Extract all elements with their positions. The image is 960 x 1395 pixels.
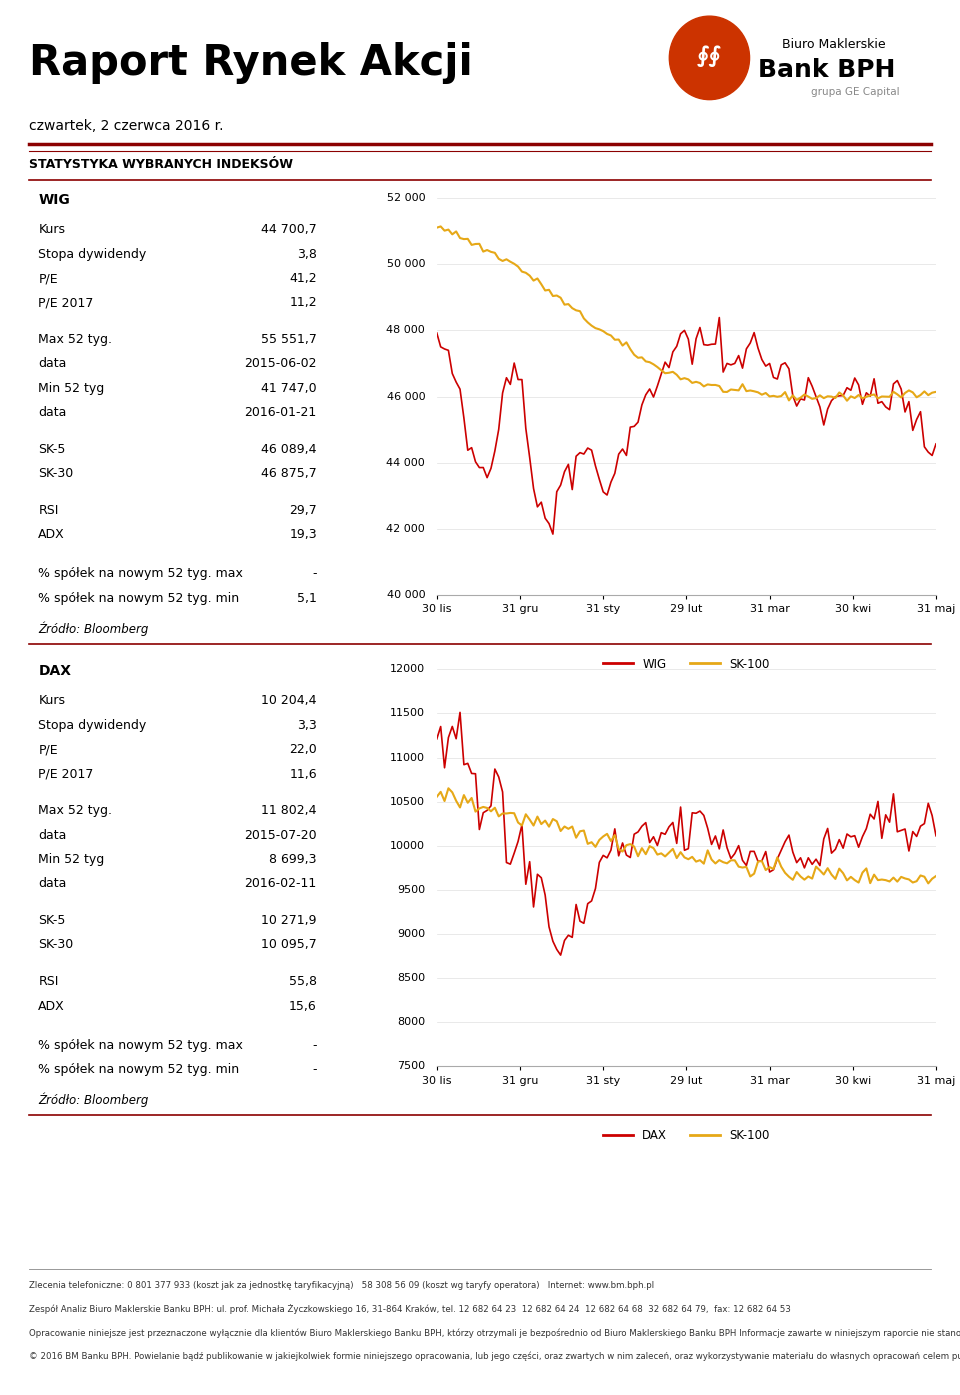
- Text: Źródło: Bloomberg: Źródło: Bloomberg: [38, 1092, 149, 1108]
- Text: Max 52 tyg.: Max 52 tyg.: [38, 333, 112, 346]
- Text: P/E 2017: P/E 2017: [38, 296, 94, 310]
- Text: data: data: [38, 877, 67, 890]
- Text: 52 000: 52 000: [387, 193, 425, 204]
- Text: 11 802,4: 11 802,4: [261, 804, 317, 817]
- Text: 2015-07-20: 2015-07-20: [244, 829, 317, 841]
- Text: 5,1: 5,1: [297, 591, 317, 605]
- Text: 8500: 8500: [397, 974, 425, 983]
- Text: Min 52 tyg: Min 52 tyg: [38, 382, 105, 395]
- Text: Kurs: Kurs: [38, 223, 65, 236]
- Text: 46 000: 46 000: [387, 392, 425, 402]
- Text: DAX: DAX: [38, 664, 71, 678]
- Text: 11000: 11000: [390, 752, 425, 763]
- Text: 46 089,4: 46 089,4: [261, 442, 317, 456]
- Legend: DAX, SK-100: DAX, SK-100: [598, 1124, 775, 1147]
- Text: 44 000: 44 000: [387, 458, 425, 467]
- Text: 55,8: 55,8: [289, 975, 317, 988]
- Text: 11,6: 11,6: [289, 767, 317, 781]
- Text: 55 551,7: 55 551,7: [261, 333, 317, 346]
- Text: 11,2: 11,2: [289, 296, 317, 310]
- Text: 41 747,0: 41 747,0: [261, 382, 317, 395]
- Text: 11500: 11500: [390, 709, 425, 718]
- Text: 7500: 7500: [397, 1062, 425, 1071]
- Text: ADX: ADX: [38, 999, 65, 1013]
- Text: -: -: [312, 1038, 317, 1052]
- Text: 9000: 9000: [397, 929, 425, 939]
- Text: SK-30: SK-30: [38, 467, 74, 480]
- Text: Zespół Analiz Biuro Maklerskie Banku BPH: ul. prof. Michała Życzkowskiego 16, 31: Zespół Analiz Biuro Maklerskie Banku BPH…: [29, 1304, 791, 1314]
- Text: 10 095,7: 10 095,7: [261, 939, 317, 951]
- Text: 10 204,4: 10 204,4: [261, 695, 317, 707]
- Text: RSI: RSI: [38, 504, 59, 518]
- Text: Zlecenia telefoniczne: 0 801 377 933 (koszt jak za jednostkę taryfikacyjną)   58: Zlecenia telefoniczne: 0 801 377 933 (ko…: [29, 1281, 654, 1289]
- Text: 29,7: 29,7: [289, 504, 317, 518]
- Text: Stopa dywidendy: Stopa dywidendy: [38, 718, 147, 732]
- Text: 3,3: 3,3: [297, 718, 317, 732]
- Text: 10 271,9: 10 271,9: [261, 914, 317, 928]
- Text: % spółek na nowym 52 tyg. max: % spółek na nowym 52 tyg. max: [38, 568, 243, 580]
- Text: P/E: P/E: [38, 272, 58, 285]
- Text: 46 875,7: 46 875,7: [261, 467, 317, 480]
- Text: 10000: 10000: [390, 841, 425, 851]
- Text: WIG: WIG: [38, 193, 70, 206]
- Text: Kurs: Kurs: [38, 695, 65, 707]
- Text: grupa GE Capital: grupa GE Capital: [811, 86, 900, 98]
- Text: 44 700,7: 44 700,7: [261, 223, 317, 236]
- Text: P/E: P/E: [38, 744, 58, 756]
- Text: Stopa dywidendy: Stopa dywidendy: [38, 248, 147, 261]
- Text: SK-5: SK-5: [38, 442, 66, 456]
- Text: data: data: [38, 406, 67, 420]
- Text: 8000: 8000: [397, 1017, 425, 1027]
- Text: 12000: 12000: [390, 664, 425, 674]
- Text: -: -: [312, 568, 317, 580]
- Text: 8 699,3: 8 699,3: [270, 852, 317, 866]
- Text: Bank BPH: Bank BPH: [758, 57, 896, 82]
- Text: Raport Rynek Akcji: Raport Rynek Akcji: [29, 42, 472, 84]
- Text: Min 52 tyg: Min 52 tyg: [38, 852, 105, 866]
- Text: 9500: 9500: [397, 884, 425, 896]
- Text: 2016-02-11: 2016-02-11: [245, 877, 317, 890]
- Text: Max 52 tyg.: Max 52 tyg.: [38, 804, 112, 817]
- Text: Źródło: Bloomberg: Źródło: Bloomberg: [38, 622, 149, 636]
- Text: ∮∮: ∮∮: [697, 46, 722, 67]
- Ellipse shape: [669, 17, 750, 99]
- Text: 10500: 10500: [390, 797, 425, 806]
- Text: 40 000: 40 000: [387, 590, 425, 600]
- Text: 2016-01-21: 2016-01-21: [245, 406, 317, 420]
- Text: 19,3: 19,3: [289, 529, 317, 541]
- Text: % spółek na nowym 52 tyg. max: % spółek na nowym 52 tyg. max: [38, 1038, 243, 1052]
- Text: 42 000: 42 000: [387, 525, 425, 534]
- Text: 2015-06-02: 2015-06-02: [244, 357, 317, 371]
- Text: 50 000: 50 000: [387, 259, 425, 269]
- Text: czwartek, 2 czerwca 2016 r.: czwartek, 2 czerwca 2016 r.: [29, 119, 224, 133]
- Text: SK-5: SK-5: [38, 914, 66, 928]
- Text: -: -: [312, 1063, 317, 1076]
- Text: Opracowanie niniejsze jest przeznaczone wyłącznie dla klientów Biuro Maklerskieg: Opracowanie niniejsze jest przeznaczone …: [29, 1328, 960, 1338]
- Text: data: data: [38, 829, 67, 841]
- Text: P/E 2017: P/E 2017: [38, 767, 94, 781]
- Text: 3,8: 3,8: [297, 248, 317, 261]
- Legend: WIG, SK-100: WIG, SK-100: [599, 653, 774, 675]
- Text: 41,2: 41,2: [289, 272, 317, 285]
- Text: SK-30: SK-30: [38, 939, 74, 951]
- Text: data: data: [38, 357, 67, 371]
- Text: 15,6: 15,6: [289, 999, 317, 1013]
- Text: % spółek na nowym 52 tyg. min: % spółek na nowym 52 tyg. min: [38, 1063, 240, 1076]
- Text: % spółek na nowym 52 tyg. min: % spółek na nowym 52 tyg. min: [38, 591, 240, 605]
- Text: 48 000: 48 000: [387, 325, 425, 336]
- Text: RSI: RSI: [38, 975, 59, 988]
- Text: Biuro Maklerskie: Biuro Maklerskie: [782, 38, 886, 52]
- Text: STATYSTYKA WYBRANYCH INDEKSÓW: STATYSTYKA WYBRANYCH INDEKSÓW: [29, 158, 293, 172]
- Text: © 2016 BM Banku BPH. Powielanie bądź publikowanie w jakiejkolwiek formie niniejs: © 2016 BM Banku BPH. Powielanie bądź pub…: [29, 1352, 960, 1362]
- Text: 22,0: 22,0: [289, 744, 317, 756]
- Text: ADX: ADX: [38, 529, 65, 541]
